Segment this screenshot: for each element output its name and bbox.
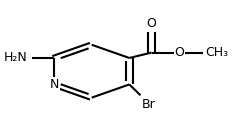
Text: N: N	[49, 78, 59, 91]
Text: CH₃: CH₃	[205, 46, 228, 59]
Text: Br: Br	[141, 98, 155, 111]
Text: O: O	[147, 17, 157, 29]
Text: H₂N: H₂N	[4, 52, 27, 65]
Text: O: O	[175, 46, 184, 59]
